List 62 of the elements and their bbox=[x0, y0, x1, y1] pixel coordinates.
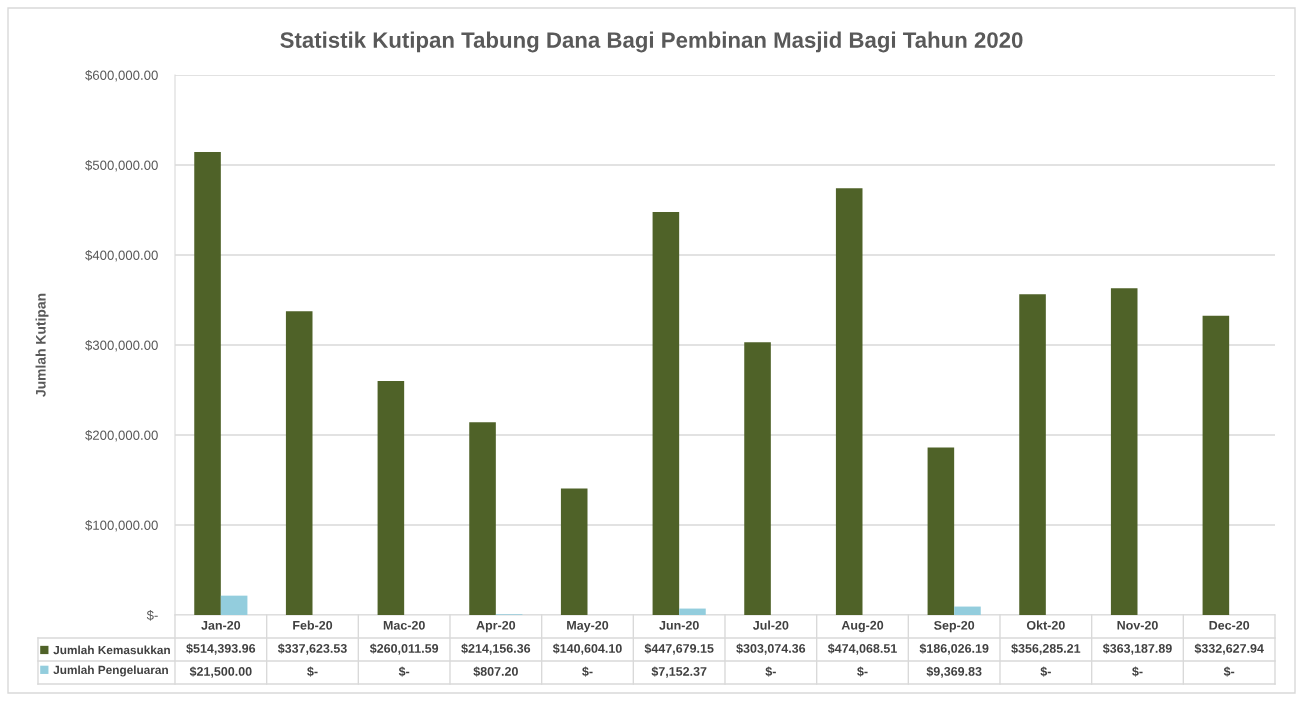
data-label: $21,500.00 bbox=[189, 666, 252, 678]
data-label: $9,369.83 bbox=[926, 666, 982, 678]
x-tick-label: Mac-20 bbox=[383, 620, 425, 630]
chart-title: Statistik Kutipan Tabung Dana Bagi Pembinan Masjid Bagi Tahun 2020 bbox=[280, 31, 1023, 53]
data-label: $- bbox=[1040, 666, 1051, 677]
x-tick-label: Jul-20 bbox=[752, 620, 789, 630]
data-label: $- bbox=[307, 666, 318, 677]
x-tick-label: May-20 bbox=[567, 620, 609, 633]
y-tick-label: $300,000.00 bbox=[85, 340, 158, 352]
bar bbox=[835, 188, 863, 615]
data-label: $186,026.19 bbox=[919, 643, 989, 655]
x-tick-label: Apr-20 bbox=[476, 620, 516, 633]
x-tick-label: Dec-20 bbox=[1209, 620, 1250, 630]
bar bbox=[560, 488, 588, 615]
data-label: $337,623.53 bbox=[277, 643, 347, 655]
bar bbox=[927, 447, 955, 615]
data-label: $447,679.15 bbox=[644, 643, 714, 655]
legend-label: Jumlah Kemasukkan bbox=[53, 645, 170, 655]
data-label: $- bbox=[582, 666, 593, 677]
data-label: $807.20 bbox=[473, 666, 518, 677]
data-label: $- bbox=[857, 666, 868, 677]
data-label: $- bbox=[398, 666, 410, 677]
data-label: $7,152.37 bbox=[651, 666, 707, 678]
data-label: $260,011.59 bbox=[369, 643, 439, 655]
data-label: $303,074.36 bbox=[736, 643, 806, 655]
data-label: $- bbox=[765, 666, 776, 677]
x-tick-label: Jan-20 bbox=[201, 620, 241, 630]
bar bbox=[220, 595, 248, 615]
data-label: $474,068.51 bbox=[827, 643, 897, 655]
y-tick-label: $200,000.00 bbox=[85, 430, 158, 442]
bar bbox=[285, 311, 313, 615]
data-label: $332,627.94 bbox=[1194, 643, 1264, 655]
y-tick-label: $- bbox=[146, 610, 158, 621]
bar bbox=[954, 606, 981, 615]
bar bbox=[377, 380, 405, 615]
data-label: $214,156.36 bbox=[461, 643, 531, 655]
x-tick-label: Sep-20 bbox=[934, 620, 975, 633]
x-tick-label: Feb-20 bbox=[293, 620, 333, 630]
x-tick-label: Nov-20 bbox=[1117, 620, 1158, 630]
data-label: $514,393.96 bbox=[186, 643, 256, 655]
data-label: $356,285.21 bbox=[1011, 643, 1081, 655]
bar bbox=[469, 422, 496, 615]
bar bbox=[194, 152, 221, 615]
bar bbox=[1110, 288, 1138, 615]
y-tick-label: $500,000.00 bbox=[85, 160, 158, 172]
y-tick-label: $600,000.00 bbox=[85, 70, 158, 82]
data-label: $363,187.89 bbox=[1102, 643, 1172, 655]
data-label: $- bbox=[1132, 666, 1143, 677]
y-tick-label: $100,000.00 bbox=[85, 520, 158, 532]
y-tick-label: $400,000.00 bbox=[85, 250, 158, 262]
data-label: $- bbox=[1223, 666, 1235, 677]
data-label: $140,604.10 bbox=[552, 643, 622, 655]
bar bbox=[679, 608, 706, 615]
bar bbox=[744, 342, 771, 615]
y-axis-title: Jumlah Kutipan bbox=[35, 293, 49, 397]
x-tick-label: Jun-20 bbox=[659, 620, 699, 630]
x-tick-label: Aug-20 bbox=[841, 620, 884, 633]
bar bbox=[1202, 315, 1230, 615]
bar bbox=[652, 212, 680, 615]
legend-label: Jumlah Pengeluaran bbox=[53, 665, 168, 677]
bar bbox=[1019, 294, 1046, 615]
x-tick-label: Okt-20 bbox=[1026, 620, 1065, 630]
